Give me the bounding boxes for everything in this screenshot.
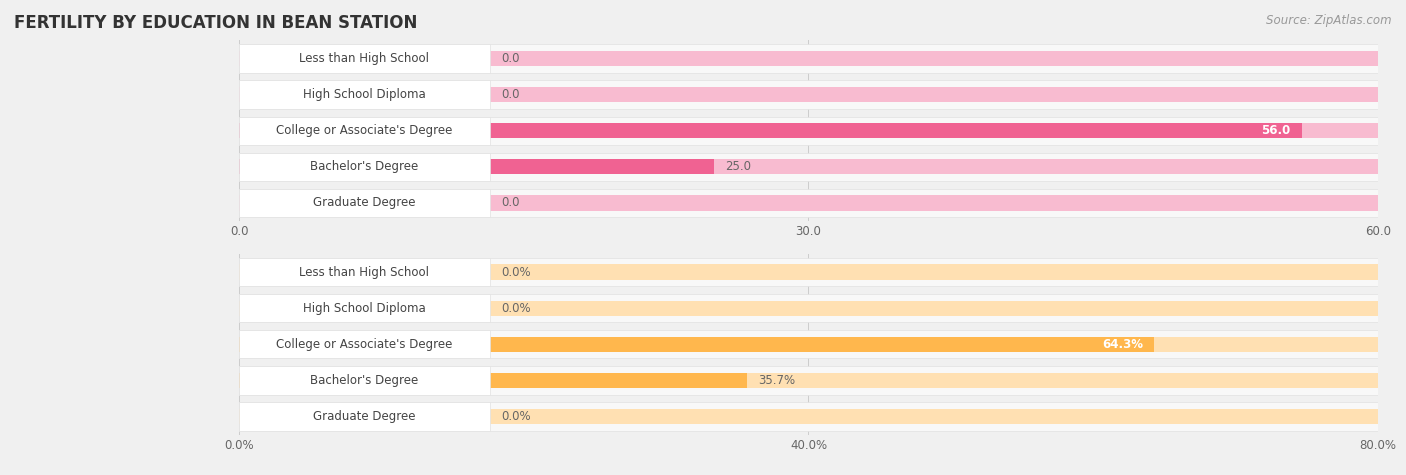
Text: 0.0%: 0.0% [501, 410, 530, 423]
Bar [239, 123, 1302, 138]
Bar [239, 265, 1378, 280]
Text: 56.0: 56.0 [1261, 124, 1291, 137]
Text: Graduate Degree: Graduate Degree [314, 410, 416, 423]
Text: 0.0%: 0.0% [501, 266, 530, 279]
Bar [239, 373, 1378, 388]
Bar [239, 152, 1378, 181]
Bar [239, 51, 1378, 66]
Bar [239, 123, 1378, 138]
Text: College or Associate's Degree: College or Associate's Degree [276, 124, 453, 137]
Bar [239, 44, 1378, 73]
Bar [239, 152, 489, 181]
Text: Source: ZipAtlas.com: Source: ZipAtlas.com [1267, 14, 1392, 27]
Bar [239, 366, 489, 395]
Bar [239, 337, 1378, 352]
Text: Bachelor's Degree: Bachelor's Degree [311, 374, 419, 387]
Bar [239, 337, 1154, 352]
Text: High School Diploma: High School Diploma [302, 302, 426, 315]
Bar [239, 159, 1378, 174]
Bar [239, 258, 489, 286]
Bar [239, 116, 1378, 145]
Text: 35.7%: 35.7% [759, 374, 796, 387]
Bar [239, 402, 489, 431]
Bar [239, 409, 1378, 424]
Bar [239, 44, 489, 73]
Bar [239, 258, 1378, 286]
Text: 0.0: 0.0 [501, 52, 519, 65]
Bar [239, 301, 1378, 316]
Text: 64.3%: 64.3% [1102, 338, 1143, 351]
Text: High School Diploma: High School Diploma [302, 88, 426, 101]
Bar [239, 189, 489, 217]
Bar [239, 294, 489, 323]
Text: 25.0: 25.0 [725, 160, 751, 173]
Bar [239, 80, 1378, 109]
Text: Less than High School: Less than High School [299, 266, 429, 279]
Bar [239, 87, 1378, 102]
Bar [239, 402, 1378, 431]
Bar [239, 195, 1378, 210]
Bar [239, 116, 489, 145]
Text: Less than High School: Less than High School [299, 52, 429, 65]
Bar [239, 189, 1378, 217]
Text: 0.0%: 0.0% [501, 302, 530, 315]
Text: 0.0: 0.0 [501, 88, 519, 101]
Text: FERTILITY BY EDUCATION IN BEAN STATION: FERTILITY BY EDUCATION IN BEAN STATION [14, 14, 418, 32]
Bar [239, 373, 747, 388]
Text: 0.0: 0.0 [501, 196, 519, 209]
Bar [239, 80, 489, 109]
Bar [239, 330, 489, 359]
Text: College or Associate's Degree: College or Associate's Degree [276, 338, 453, 351]
Text: Bachelor's Degree: Bachelor's Degree [311, 160, 419, 173]
Text: Graduate Degree: Graduate Degree [314, 196, 416, 209]
Bar [239, 366, 1378, 395]
Bar [239, 294, 1378, 323]
Bar [239, 330, 1378, 359]
Bar [239, 159, 714, 174]
